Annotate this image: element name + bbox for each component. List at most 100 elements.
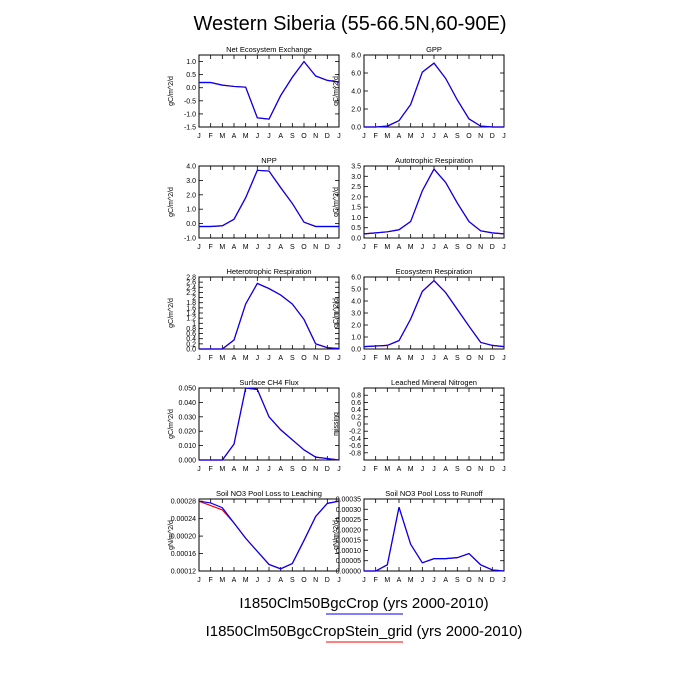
- month-label: A: [232, 244, 237, 251]
- month-label: N: [313, 577, 318, 584]
- y-tick-label: 2.0: [351, 107, 361, 114]
- month-label: A: [397, 466, 402, 473]
- y-tick-label: 0.00020: [171, 534, 196, 541]
- y-tick-label: 1.0: [351, 215, 361, 222]
- month-label: D: [490, 244, 495, 251]
- y-tick-label: 1.5: [351, 205, 361, 212]
- series-line-run-1: [363, 168, 505, 235]
- month-label: O: [301, 355, 307, 362]
- month-label: J: [337, 466, 341, 473]
- month-label: F: [209, 244, 213, 251]
- month-label: F: [209, 133, 213, 140]
- month-label: N: [313, 133, 318, 140]
- y-tick-label: 0.8: [351, 393, 361, 400]
- month-label: S: [290, 466, 295, 473]
- y-axis-label: gN/m^2/d: [168, 520, 175, 550]
- month-label: D: [490, 133, 495, 140]
- month-label: J: [197, 133, 201, 140]
- month-label: J: [256, 244, 260, 251]
- month-label: S: [290, 355, 295, 362]
- month-label: J: [432, 244, 436, 251]
- month-label: J: [267, 577, 271, 584]
- y-tick-label: 0.0: [351, 236, 361, 243]
- month-label: N: [478, 244, 483, 251]
- month-label: J: [256, 355, 260, 362]
- y-tick-label: 1.6: [186, 305, 196, 312]
- y-tick-label: 0.00012: [171, 569, 196, 576]
- month-label: A: [397, 577, 402, 584]
- y-tick-label: 0.00000: [336, 569, 361, 576]
- panel-soil-no3-pool-loss-to-runoff: Soil NO3 Pool Loss to Runoff 0.00035 0.000…: [333, 489, 506, 584]
- y-tick-label: 3.0: [351, 174, 361, 181]
- y-tick-label: 0.2: [186, 341, 196, 348]
- panel-title: Heterotrophic Respiration: [226, 267, 311, 276]
- month-label: J: [337, 133, 341, 140]
- month-label: J: [502, 466, 506, 473]
- plot-frame: [363, 165, 505, 239]
- y-tick-label: 0.040: [178, 400, 196, 407]
- figure-title: Western Siberia (55-66.5N,60-90E): [193, 13, 506, 35]
- month-label: J: [432, 355, 436, 362]
- y-tick-label: 0.00030: [336, 507, 361, 514]
- month-label: J: [362, 244, 366, 251]
- y-tick-label: 0: [357, 422, 361, 429]
- y-tick-label: 4.0: [186, 164, 196, 171]
- month-label: J: [502, 133, 506, 140]
- y-tick-label: 0.010: [178, 443, 196, 450]
- y-tick-label: 0.030: [178, 414, 196, 421]
- month-label: M: [243, 244, 249, 251]
- month-label: A: [443, 355, 448, 362]
- month-label: A: [397, 355, 402, 362]
- month-label: J: [432, 133, 436, 140]
- y-tick-label: 2.0: [351, 194, 361, 201]
- plot-frame: [363, 54, 505, 128]
- month-label: M: [219, 466, 225, 473]
- plot-frame: [198, 165, 340, 239]
- month-label: O: [301, 466, 307, 473]
- month-label: D: [325, 355, 330, 362]
- y-tick-label: -0.8: [349, 450, 361, 457]
- month-label: A: [397, 244, 402, 251]
- month-label: F: [209, 466, 213, 473]
- panel-heterotrophic-respiration: Heterotrophic Respiration2.82.62.42.221.…: [168, 267, 341, 362]
- month-label: D: [325, 466, 330, 473]
- y-tick-label: 2.5: [351, 184, 361, 191]
- series-line-run-1: [364, 62, 504, 128]
- month-label: O: [301, 577, 307, 584]
- month-label: D: [490, 355, 495, 362]
- month-label: J: [267, 355, 271, 362]
- month-label: J: [197, 355, 201, 362]
- month-label: N: [313, 355, 318, 362]
- month-label: M: [408, 133, 414, 140]
- month-label: M: [384, 355, 390, 362]
- month-label: J: [432, 466, 436, 473]
- panel-net-ecosystem-exchange: Net Ecosystem Exchange 1.0 0.5 0.0 -0.5 -1.0 -…: [168, 45, 341, 140]
- y-tick-label: 0.020: [178, 429, 196, 436]
- month-label: F: [374, 466, 378, 473]
- month-label: J: [502, 355, 506, 362]
- y-tick-label: 0.00020: [336, 527, 361, 534]
- month-label: M: [384, 577, 390, 584]
- series-line-run-2: [199, 387, 340, 461]
- month-label: J: [421, 133, 425, 140]
- month-label: M: [408, 577, 414, 584]
- y-tick-label: 0.0: [186, 347, 196, 354]
- series-line-run-1: [199, 60, 340, 120]
- y-tick-label: 4.0: [351, 89, 361, 96]
- month-label: N: [478, 133, 483, 140]
- month-label: J: [421, 577, 425, 584]
- month-label: S: [455, 133, 460, 140]
- month-label: M: [219, 577, 225, 584]
- y-tick-label: 0.4: [186, 336, 196, 343]
- plot-frame: [363, 276, 505, 350]
- month-label: A: [278, 133, 283, 140]
- y-tick-label: 0.0: [186, 221, 196, 228]
- y-tick-label: 2.6: [186, 280, 196, 287]
- y-tick-label: 3.5: [351, 164, 361, 171]
- y-tick-label: 3.0: [351, 311, 361, 318]
- month-label: F: [374, 244, 378, 251]
- y-tick-label: 0.00010: [336, 548, 361, 555]
- month-label: D: [325, 244, 330, 251]
